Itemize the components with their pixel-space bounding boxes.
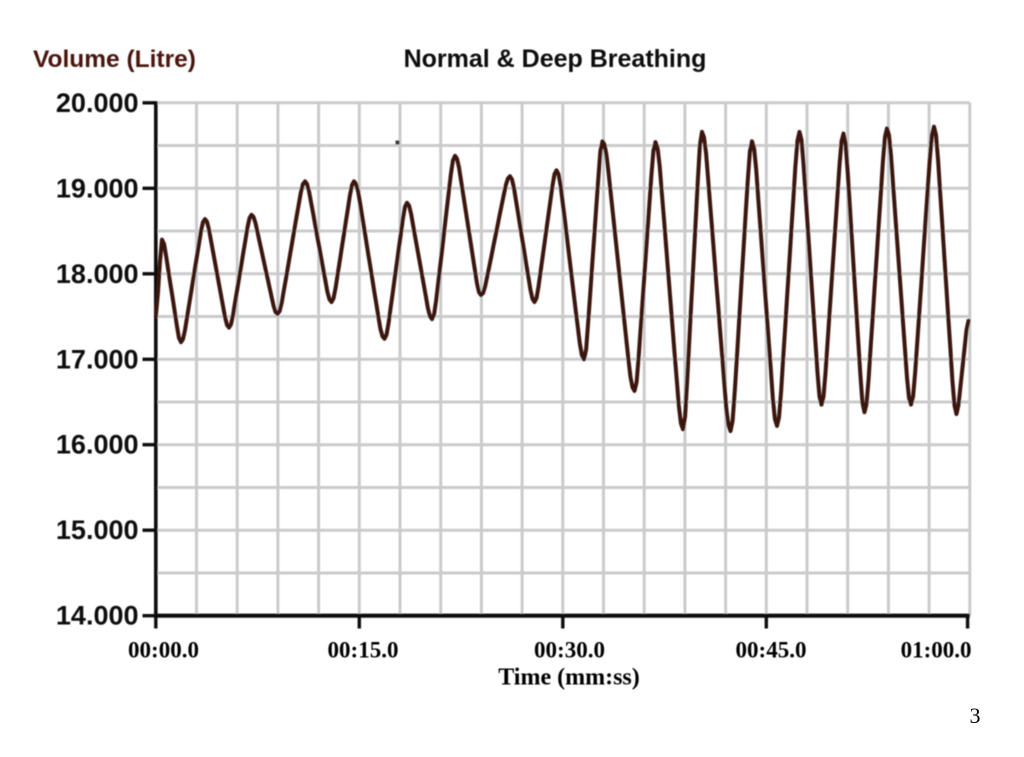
svg-text:20.000: 20.000 — [56, 88, 139, 118]
svg-text:18.000: 18.000 — [56, 259, 139, 289]
svg-text:14.000: 14.000 — [56, 601, 139, 631]
svg-text:16.000: 16.000 — [56, 430, 139, 460]
svg-text:00:45.0: 00:45.0 — [736, 638, 807, 663]
svg-text:3: 3 — [970, 703, 981, 728]
svg-text:01:00.0: 01:00.0 — [901, 638, 972, 663]
svg-text:19.000: 19.000 — [56, 173, 139, 203]
svg-text:17.000: 17.000 — [56, 344, 139, 374]
svg-text:Time (mm:ss): Time (mm:ss) — [498, 665, 640, 691]
svg-text:00:00.0: 00:00.0 — [128, 638, 199, 663]
svg-text:00:15.0: 00:15.0 — [328, 638, 399, 663]
svg-text:Volume (Litre): Volume (Litre) — [33, 46, 196, 73]
svg-text:Normal & Deep Breathing: Normal & Deep Breathing — [404, 45, 707, 73]
svg-text:00:30.0: 00:30.0 — [534, 638, 605, 663]
svg-text:15.000: 15.000 — [56, 515, 139, 545]
